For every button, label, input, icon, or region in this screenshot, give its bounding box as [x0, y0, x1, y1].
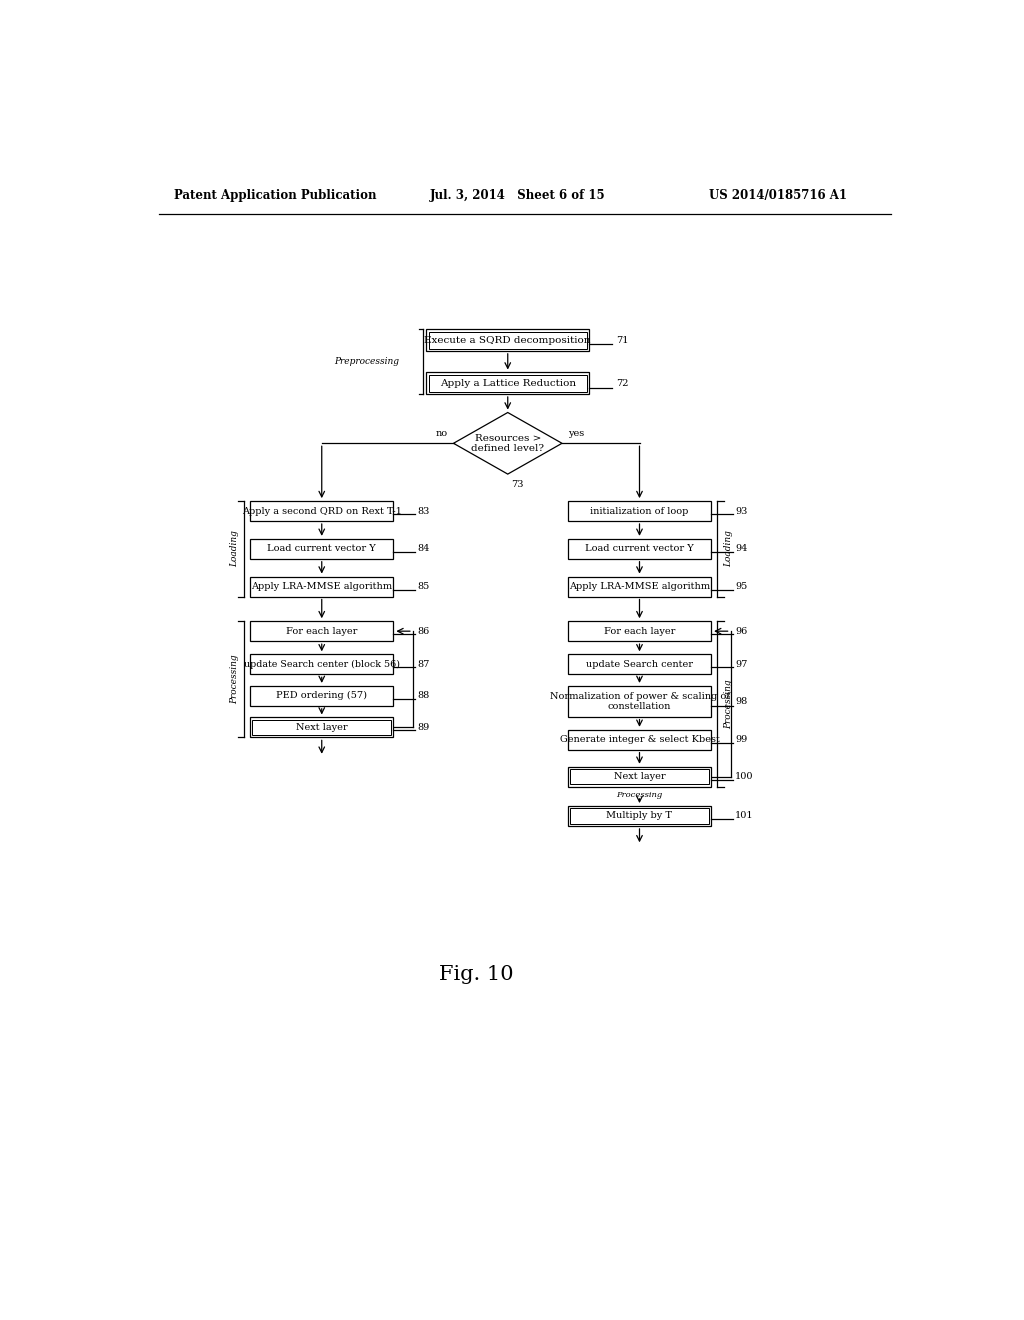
- Text: 98: 98: [735, 697, 748, 706]
- FancyBboxPatch shape: [250, 502, 393, 521]
- FancyBboxPatch shape: [568, 539, 712, 558]
- Text: Preprocessing: Preprocessing: [334, 358, 399, 366]
- Text: Apply LRA-MMSE algorithm: Apply LRA-MMSE algorithm: [569, 582, 710, 591]
- FancyBboxPatch shape: [250, 686, 393, 706]
- Text: Generate integer & select Kbest: Generate integer & select Kbest: [559, 735, 720, 744]
- Text: Next layer: Next layer: [296, 723, 347, 731]
- Text: 101: 101: [735, 812, 754, 821]
- Text: 86: 86: [418, 627, 430, 636]
- Text: US 2014/0185716 A1: US 2014/0185716 A1: [710, 189, 847, 202]
- Text: PED ordering (57): PED ordering (57): [276, 692, 368, 701]
- Text: 99: 99: [735, 735, 748, 744]
- Text: Normalization of power & scaling of
constellation: Normalization of power & scaling of cons…: [550, 692, 729, 711]
- Text: 83: 83: [418, 507, 430, 516]
- Text: Multiply by T: Multiply by T: [606, 812, 673, 821]
- FancyBboxPatch shape: [426, 372, 589, 395]
- Text: Processing: Processing: [616, 792, 663, 800]
- Text: 93: 93: [735, 507, 748, 516]
- Text: Load current vector Y: Load current vector Y: [585, 544, 694, 553]
- Text: Apply LRA-MMSE algorithm: Apply LRA-MMSE algorithm: [251, 582, 392, 591]
- Text: Next layer: Next layer: [613, 772, 666, 781]
- Text: Processing: Processing: [230, 655, 239, 704]
- FancyBboxPatch shape: [429, 375, 587, 392]
- FancyBboxPatch shape: [570, 808, 709, 824]
- Text: Loading: Loading: [724, 531, 733, 568]
- Text: no: no: [435, 429, 447, 438]
- FancyBboxPatch shape: [426, 330, 589, 351]
- FancyBboxPatch shape: [568, 577, 712, 597]
- Text: Jul. 3, 2014   Sheet 6 of 15: Jul. 3, 2014 Sheet 6 of 15: [430, 189, 606, 202]
- FancyBboxPatch shape: [250, 539, 393, 558]
- Text: 94: 94: [735, 544, 748, 553]
- Text: Execute a SQRD decomposition: Execute a SQRD decomposition: [425, 335, 591, 345]
- FancyBboxPatch shape: [252, 719, 391, 735]
- Text: initialization of loop: initialization of loop: [590, 507, 689, 516]
- Text: Processing: Processing: [724, 678, 733, 729]
- FancyBboxPatch shape: [568, 502, 712, 521]
- Text: 71: 71: [616, 335, 629, 345]
- FancyBboxPatch shape: [568, 807, 712, 826]
- Polygon shape: [454, 412, 562, 474]
- Text: 95: 95: [735, 582, 748, 591]
- Text: Loading: Loading: [230, 531, 239, 568]
- FancyBboxPatch shape: [568, 686, 712, 717]
- Text: 96: 96: [735, 627, 748, 636]
- FancyBboxPatch shape: [250, 718, 393, 738]
- Text: Apply a Lattice Reduction: Apply a Lattice Reduction: [439, 379, 575, 388]
- Text: Fig. 10: Fig. 10: [439, 965, 514, 985]
- Text: 89: 89: [418, 723, 430, 731]
- FancyBboxPatch shape: [250, 622, 393, 642]
- FancyBboxPatch shape: [429, 331, 587, 348]
- FancyBboxPatch shape: [568, 655, 712, 675]
- FancyBboxPatch shape: [250, 577, 393, 597]
- FancyBboxPatch shape: [250, 655, 393, 675]
- Text: For each layer: For each layer: [604, 627, 675, 636]
- Text: 97: 97: [735, 660, 748, 669]
- FancyBboxPatch shape: [568, 730, 712, 750]
- Text: 84: 84: [418, 544, 430, 553]
- FancyBboxPatch shape: [568, 767, 712, 787]
- Text: yes: yes: [568, 429, 585, 438]
- FancyBboxPatch shape: [570, 770, 709, 784]
- Text: Apply a second QRD on Rext T-1: Apply a second QRD on Rext T-1: [242, 507, 401, 516]
- Text: 73: 73: [512, 480, 524, 490]
- Text: update Search center: update Search center: [586, 660, 693, 669]
- Text: For each layer: For each layer: [286, 627, 357, 636]
- Text: Patent Application Publication: Patent Application Publication: [174, 189, 377, 202]
- FancyBboxPatch shape: [568, 622, 712, 642]
- Text: 88: 88: [418, 692, 430, 701]
- Text: Resources >
defined level?: Resources > defined level?: [471, 433, 544, 453]
- Text: 72: 72: [616, 379, 629, 388]
- Text: 85: 85: [418, 582, 430, 591]
- Text: 100: 100: [735, 772, 754, 781]
- Text: 87: 87: [418, 660, 430, 669]
- Text: Load current vector Y: Load current vector Y: [267, 544, 376, 553]
- Text: update Search center (block 56): update Search center (block 56): [244, 660, 399, 669]
